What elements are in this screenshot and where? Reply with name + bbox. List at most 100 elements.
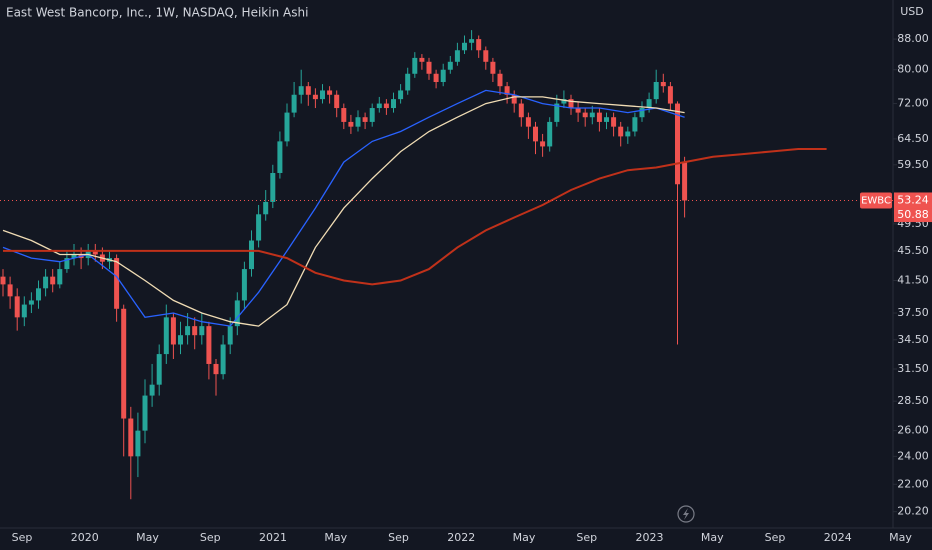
candle-body (156, 354, 162, 385)
candle-body (547, 121, 553, 147)
candle-body (21, 304, 27, 318)
x-tick-label: Sep (388, 531, 409, 544)
candle-body (227, 326, 233, 345)
symbol-label: EWBC (861, 195, 891, 206)
x-tick-label: Sep (200, 531, 221, 544)
candle-body (320, 90, 325, 100)
candle-body (192, 326, 198, 336)
candle-body (28, 300, 34, 305)
candle-body (419, 57, 425, 62)
candle-body (611, 117, 617, 127)
candle-body (64, 258, 70, 270)
candle-body (561, 99, 567, 104)
x-tick-label: Sep (765, 531, 786, 544)
price-badge (894, 208, 932, 223)
candle-body (540, 141, 546, 147)
candle-body (533, 126, 538, 142)
x-tick-label: May (324, 531, 347, 544)
candle-body (14, 296, 20, 318)
candle-body (639, 108, 645, 118)
y-tick-label: 64.50 (897, 132, 929, 145)
candle-body (554, 103, 560, 122)
candle-body (589, 112, 595, 118)
y-tick-label: 80.00 (897, 63, 929, 76)
x-tick-label: 2023 (636, 531, 664, 544)
candle-body (135, 430, 141, 457)
candle-body (632, 117, 638, 132)
candle-body (376, 103, 382, 109)
y-tick-label: 45.50 (897, 244, 929, 257)
candle-body (462, 42, 467, 51)
x-tick-label: May (513, 531, 536, 544)
x-tick-label: 2021 (259, 531, 287, 544)
candle-body (312, 94, 318, 100)
candle-body (334, 94, 340, 109)
price-badge (894, 192, 932, 209)
candle-body (241, 269, 247, 301)
candle-body (440, 69, 446, 82)
candle-body (518, 103, 524, 118)
candle-body (604, 117, 609, 122)
candle-body (369, 108, 375, 122)
y-tick-label: 72.00 (897, 97, 929, 110)
candle-body (490, 61, 496, 74)
last-price-label: 53.24 (897, 193, 929, 206)
y-tick-label: 59.50 (897, 158, 929, 171)
candle-body (249, 240, 254, 270)
x-tick-label: 2024 (824, 531, 852, 544)
candle-body (0, 276, 6, 285)
candle-body (447, 61, 453, 70)
second-price-label: 50.88 (897, 208, 929, 221)
candle-body (256, 214, 262, 241)
candle-body (71, 254, 77, 259)
candle-body (383, 103, 389, 109)
candle-body (348, 121, 354, 127)
moving-average-line (3, 148, 827, 286)
candle-body (213, 363, 219, 375)
y-tick-label: 24.00 (897, 449, 929, 462)
candle-body (220, 344, 226, 375)
candle-body (291, 94, 297, 113)
candle-body (412, 57, 418, 74)
candle-body (7, 284, 13, 297)
chart-title: East West Bancorp, Inc., 1W, NASDAQ, Hei… (6, 6, 308, 20)
candle-body (277, 141, 283, 173)
candle-body (57, 269, 63, 285)
candle-body (575, 108, 581, 113)
candle-body (92, 250, 98, 255)
y-tick-label: 31.50 (897, 362, 929, 375)
candle-body (497, 73, 503, 87)
candle-body (525, 117, 531, 127)
candle-body (667, 86, 673, 104)
candle-body (355, 117, 361, 127)
candle-body (483, 50, 489, 62)
y-tick-label: 37.50 (897, 306, 929, 319)
y-tick-label: 28.50 (897, 394, 929, 407)
candle-body (660, 81, 666, 87)
candle-body (405, 73, 411, 91)
y-tick-label: 41.50 (897, 273, 929, 286)
candles (0, 30, 688, 500)
candle-body (362, 117, 368, 122)
candle-body (398, 90, 404, 100)
x-tick-label: 2022 (447, 531, 475, 544)
x-tick-label: May (701, 531, 724, 544)
candle-body (234, 300, 240, 327)
candle-body (298, 86, 304, 95)
candle-body (391, 99, 396, 109)
moving-average-line (2, 96, 685, 327)
y-tick-label: 20.20 (897, 505, 929, 518)
candle-body (433, 73, 439, 82)
candle-body (43, 276, 49, 289)
candle-body (596, 112, 602, 122)
candle-body (284, 112, 290, 142)
candle-body (511, 94, 517, 104)
candle-body (653, 81, 659, 100)
candle-body (476, 39, 482, 51)
candle-body (625, 131, 631, 137)
alert-icon[interactable] (677, 505, 695, 523)
candle-body (504, 86, 510, 95)
candle-body (618, 126, 624, 137)
